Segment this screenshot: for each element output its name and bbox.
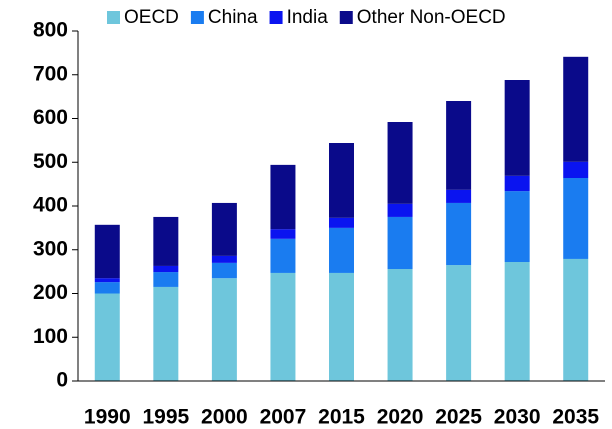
x-tick-label: 2000 [201,406,248,429]
legend-label: OECD [124,7,179,28]
bar-segment [211,202,237,256]
x-tick-label: 2020 [377,406,424,429]
bar-segment [446,189,472,203]
y-tick-label: 700 [33,62,68,85]
bar-segment [446,202,472,266]
y-tick-label: 100 [33,325,68,348]
bar-segment [94,278,120,283]
bar-segment [211,278,237,381]
x-tick-label: 2015 [318,406,365,429]
bar-segment [153,272,179,287]
bar-segment [329,143,354,218]
bar-segment [94,293,120,381]
bar-segment [446,265,472,381]
bar-segment [270,272,296,381]
bar-segment [504,191,530,262]
legend-label: Other Non-OECD [357,7,506,28]
bar-segment [94,224,120,279]
bar-segment [504,80,530,176]
bar-segment [153,286,179,381]
bar-segment [563,56,589,162]
bar-segment [563,161,589,178]
y-tick-label: 300 [33,237,68,260]
bar-segment [94,282,120,294]
x-tick-label: 1995 [142,406,189,429]
bar-segment [211,262,237,279]
y-tick-label: 0 [56,369,68,392]
legend-label: China [208,7,258,28]
x-tick-label: 2025 [435,406,482,429]
legend-swatch [269,11,283,24]
bar-segment [387,216,413,269]
legend-swatch [190,11,204,24]
y-tick-label: 500 [33,150,68,173]
bar-segment [387,269,413,381]
bar-segment [270,238,296,273]
bar-segment [153,216,179,266]
legend-swatch [339,11,353,24]
legend-swatch [107,11,120,24]
bar-segment [211,255,237,263]
bar-segment [153,265,179,273]
y-tick-label: 200 [33,281,68,304]
bar-segment [387,122,413,204]
x-tick-label: 2030 [494,406,541,429]
bar-segment [387,203,413,217]
bar-segment [329,227,354,273]
bar-segment [329,272,354,381]
y-tick-label: 600 [33,106,68,129]
bar-segment [563,258,589,381]
x-tick-label: 2035 [552,406,599,429]
y-tick-label: 400 [33,194,68,217]
bar-segment [270,229,296,239]
x-tick-label: 1990 [84,406,131,429]
legend-label: India [287,7,329,28]
bar-segment [446,101,472,190]
bar-segment [504,262,530,381]
bar-segment [504,175,530,192]
bar-segment [563,178,589,259]
y-tick-label: 800 [33,19,68,42]
x-tick-label: 2007 [260,406,307,429]
bar-segment [329,217,354,228]
bar-segment [270,164,296,230]
